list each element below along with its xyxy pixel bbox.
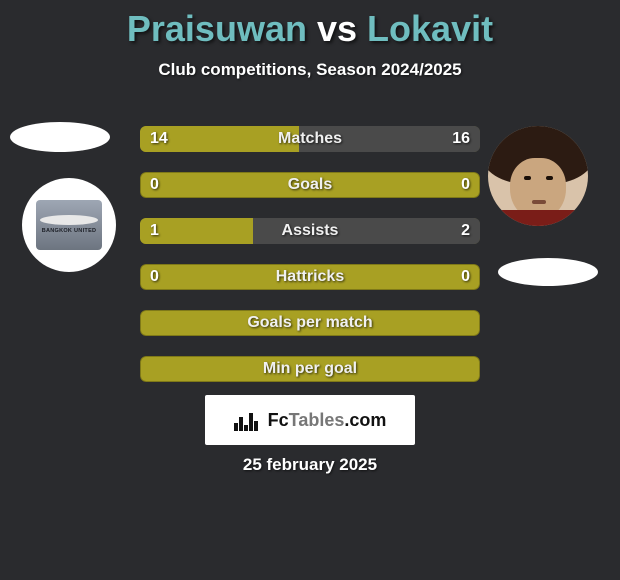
- club-logo-badge: BANGKOK UNITED: [36, 200, 102, 250]
- badge-placeholder-right: [498, 258, 598, 286]
- brand-suffix: .com: [344, 410, 386, 430]
- stat-row: Goals per match: [140, 310, 480, 336]
- stat-value-right: 2: [461, 218, 470, 244]
- club-logo-left: BANGKOK UNITED: [22, 178, 116, 272]
- vs-text: vs: [317, 8, 357, 49]
- stat-value-right: 16: [452, 126, 470, 152]
- date-text: 25 february 2025: [0, 455, 620, 475]
- stat-row: Hattricks0 0: [140, 264, 480, 290]
- stat-value-left: 14: [150, 126, 168, 152]
- comparison-title: Praisuwan vs Lokavit: [0, 0, 620, 50]
- brand-right: Tables: [289, 410, 345, 430]
- badge-placeholder-left: [10, 122, 110, 152]
- player-left-name: Praisuwan: [127, 8, 307, 49]
- stat-row: Assists1 2: [140, 218, 480, 244]
- stat-label: Goals: [140, 172, 480, 198]
- brand-left: Fc: [268, 410, 289, 430]
- player-right-name: Lokavit: [367, 8, 493, 49]
- subtitle: Club competitions, Season 2024/2025: [0, 60, 620, 80]
- stat-value-left: 1: [150, 218, 159, 244]
- stat-value-right: 0: [461, 172, 470, 198]
- stat-value-right: 0: [461, 264, 470, 290]
- brand-text: FcTables.com: [268, 410, 387, 431]
- stat-label: Goals per match: [140, 310, 480, 336]
- stat-row: Min per goal: [140, 356, 480, 382]
- brand-logo-icon: [234, 409, 262, 431]
- stat-label: Matches: [140, 126, 480, 152]
- stat-value-left: 0: [150, 172, 159, 198]
- stat-label: Hattricks: [140, 264, 480, 290]
- player-photo-right: [488, 126, 588, 226]
- stats-bars: Matches1416Goals00Assists12Hattricks00Go…: [140, 126, 480, 402]
- stat-row: Goals0 0: [140, 172, 480, 198]
- club-logo-wings: [40, 215, 98, 225]
- stat-row: Matches14 16: [140, 126, 480, 152]
- brand-watermark: FcTables.com: [205, 395, 415, 445]
- club-logo-text: BANGKOK UNITED: [42, 228, 97, 234]
- stat-value-left: 0: [150, 264, 159, 290]
- stat-label: Assists: [140, 218, 480, 244]
- stat-label: Min per goal: [140, 356, 480, 382]
